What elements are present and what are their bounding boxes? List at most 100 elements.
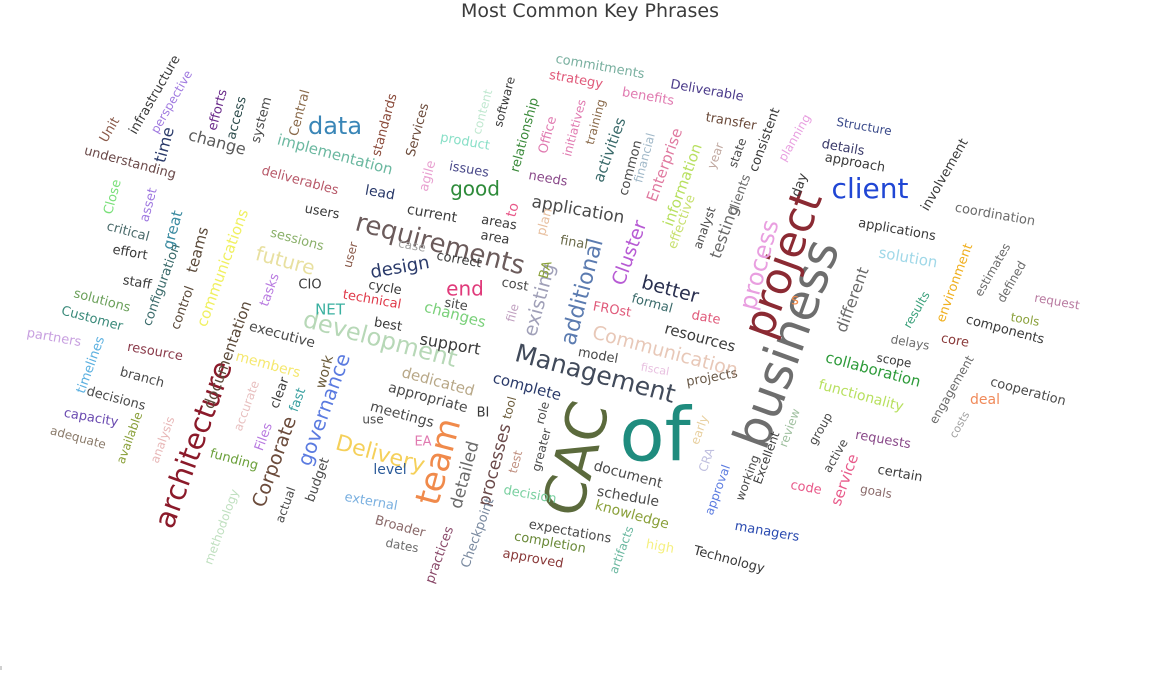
word-best: best <box>373 315 403 335</box>
word-tasks: tasks <box>257 271 283 308</box>
word-transfer: transfer <box>704 110 758 134</box>
word-details: details <box>820 137 865 159</box>
word-partners: partners <box>26 326 83 350</box>
word-dates: dates <box>384 536 419 556</box>
word-technology: Technology <box>691 543 766 577</box>
word-delays: delays <box>890 332 931 353</box>
word-cycle: cycle <box>367 278 403 299</box>
word-end: end <box>446 277 484 301</box>
word-date: date <box>690 308 721 328</box>
word-content: content <box>470 88 495 136</box>
word-core: core <box>940 331 970 351</box>
word-good: good <box>450 177 500 201</box>
word-planning: planning <box>775 112 813 164</box>
word-cooperation: cooperation <box>989 375 1068 410</box>
word-tools: tools <box>1010 310 1041 329</box>
word-group: group <box>806 410 836 447</box>
word-costs: costs <box>947 409 973 440</box>
word-results: results <box>900 289 932 331</box>
word-actual: actual <box>273 485 299 525</box>
word-cost: cost <box>500 275 529 294</box>
word-solution: solution <box>877 243 939 271</box>
word-agile: agile <box>417 159 440 193</box>
corner-mark <box>0 666 2 670</box>
word-deliverables: deliverables <box>260 164 341 199</box>
word-certain: certain <box>876 463 923 486</box>
word-level: level <box>373 462 406 478</box>
word-bi: BI <box>477 406 490 421</box>
word-final: final <box>559 233 589 253</box>
word-asset: asset <box>137 186 160 223</box>
word-control: control <box>168 284 198 331</box>
word-system: system <box>249 95 276 144</box>
word-deliverable: Deliverable <box>669 77 745 105</box>
word-effort: effort <box>111 243 148 264</box>
word-role: role <box>533 400 552 426</box>
word-resource: resource <box>126 340 184 365</box>
word-managers: managers <box>734 519 801 545</box>
word-user: user <box>340 240 360 269</box>
word-areas: areas <box>480 213 518 234</box>
chart-title: Most Common Key Phrases <box>461 0 719 22</box>
word-ea: EA <box>414 435 431 450</box>
word-standards: standards <box>369 92 400 158</box>
word-s: s <box>791 291 799 309</box>
word-area: area <box>479 228 510 248</box>
word-model: model <box>577 345 619 367</box>
word-goals: goals <box>859 482 893 501</box>
word-close: Close <box>101 178 125 216</box>
word-year: year <box>704 141 726 171</box>
word-code: code <box>789 478 822 498</box>
word-plan: plan <box>534 206 556 237</box>
word-to: to <box>503 201 522 219</box>
word-teams: teams <box>183 225 213 275</box>
word-scope: scope <box>876 351 913 371</box>
word-net: NET <box>315 301 346 319</box>
word-broader: Broader <box>373 513 427 541</box>
word-structure: Structure <box>835 115 892 138</box>
word-applications: applications <box>857 216 937 244</box>
word-unit: Unit <box>97 115 123 145</box>
word-requests: requests <box>854 428 912 453</box>
word-lead: lead <box>364 183 396 204</box>
word-frost: FROst <box>592 299 633 320</box>
word-needs: needs <box>527 168 568 190</box>
word-software: software <box>491 75 518 128</box>
word-fiscal: fiscal <box>640 361 670 379</box>
word-funding: funding <box>208 446 260 473</box>
word-use: use <box>362 413 383 427</box>
word-decisions: decisions <box>85 384 147 414</box>
word-adequate: adequate <box>49 423 108 451</box>
word-client: client <box>832 172 909 205</box>
word-site: site <box>443 296 469 315</box>
word-data: data <box>308 112 362 140</box>
word-test: test <box>506 449 526 475</box>
word-early: early <box>688 413 711 446</box>
word-capacity: capacity <box>63 406 120 430</box>
word-tool: tool <box>500 395 519 421</box>
word-office: Office <box>536 115 560 156</box>
word-file: file <box>503 302 521 323</box>
word-cra: CRA <box>696 445 718 473</box>
word-cio: CIO <box>298 278 321 293</box>
word-ba: BA <box>536 259 555 280</box>
word-state: state <box>726 136 750 169</box>
word-external: external <box>343 490 398 514</box>
word-initiatives: initiatives <box>560 98 589 158</box>
word-fast: fast <box>287 386 309 414</box>
word-critical: critical <box>105 219 151 245</box>
word-deal: deal <box>970 392 1000 408</box>
word-users: users <box>303 202 340 223</box>
word-issues: issues <box>448 159 490 181</box>
word-of: of <box>619 393 692 479</box>
word-methodology: methodology <box>201 487 241 566</box>
word-high: high <box>645 537 676 557</box>
word-case: case <box>397 236 427 255</box>
word-coordination: coordination <box>954 201 1037 230</box>
word-accurate: accurate <box>231 379 262 433</box>
word-branch: branch <box>118 365 166 391</box>
word-practices: practices <box>423 524 457 585</box>
word-clients: clients <box>726 172 755 217</box>
word-consistent: consistent <box>747 106 784 174</box>
